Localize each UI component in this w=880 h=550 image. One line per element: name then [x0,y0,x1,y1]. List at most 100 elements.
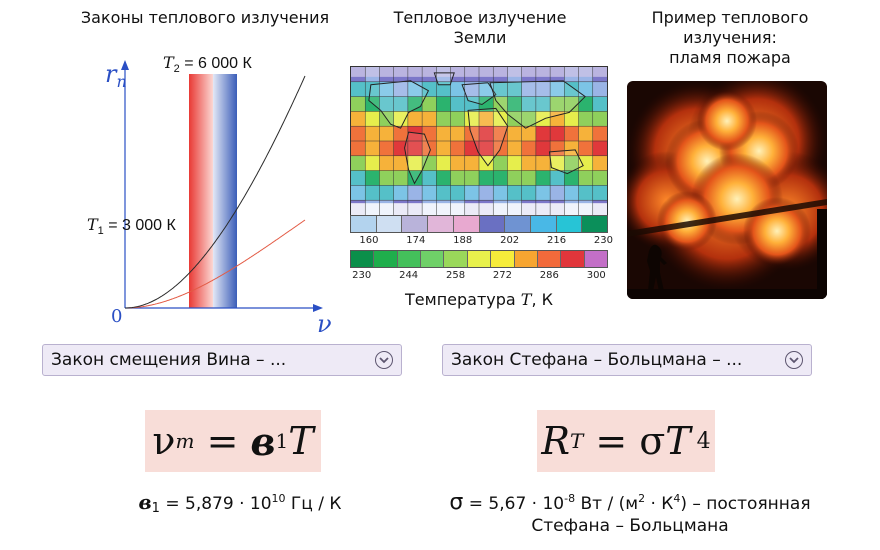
scale-tick-label [566,235,589,246]
stefan-boltzmann-dropdown-label: Закон Стефана – Больцмана – ... [451,350,743,370]
scale-tick-label [467,270,490,281]
map-cell [521,185,537,201]
flame-blob [657,191,717,251]
map-cell [550,111,565,127]
scale-tick-label: 202 [500,235,520,246]
scale-cell [514,251,538,267]
scale-cell [505,216,531,232]
map-cell [450,170,466,186]
map-cell [521,111,537,127]
map-cell [407,126,423,142]
map-cell [479,96,494,112]
continent-outline [368,80,430,129]
scale-cell [491,251,515,267]
scale-tick-label: 174 [406,235,426,246]
map-cell [422,111,437,127]
curve-6000k [125,75,306,309]
map-cell [550,185,565,201]
map-cell [592,126,607,142]
map-cell [507,81,522,97]
temperature-caption: Температура T, К [405,290,553,309]
map-cell [422,96,437,112]
map-cell [436,96,451,112]
scale-tick-label: 272 [492,270,512,281]
map-cell [564,141,579,157]
map-cell [365,185,380,201]
map-cell [379,126,394,142]
map-cell [379,141,394,157]
map-cell [550,126,565,142]
map-cell [351,81,366,97]
map-cell [564,185,579,201]
scale-tick-label: 286 [539,270,559,281]
chevron-down-circle-icon[interactable] [785,351,803,369]
scale-cell [582,216,608,232]
map-cell [592,170,607,186]
map-cell [578,141,594,157]
peak-label-3000k: T1 = 3 000 К [87,215,177,237]
map-cell [535,155,551,171]
peak-label-6000k: T2 = 6 000 К [163,53,253,75]
map-cell [507,170,522,186]
map-cell [393,111,409,127]
map-cell [379,170,394,186]
map-cell [578,81,594,97]
map-cell [592,185,607,201]
map-cell [535,141,551,157]
map-cell [564,96,579,112]
map-cell [422,155,437,171]
map-cell [493,185,508,201]
map-cell [578,111,594,127]
scale-tick-label: 300 [586,270,606,281]
wien-law-dropdown[interactable]: Закон смещения Вина – ... [42,344,402,376]
map-cell [407,96,423,112]
map-cell [379,155,394,171]
map-cell [393,185,409,201]
map-cell [535,185,551,201]
map-cell [450,126,466,142]
scale-tick-label [514,270,537,281]
pole [817,209,827,299]
map-cell [493,96,508,112]
scale-tick-label [472,235,495,246]
map-cell [436,170,451,186]
map-cell [479,141,494,157]
map-cell [521,126,537,142]
fire-hose [627,199,827,237]
map-cell [450,155,466,171]
map-cell [578,170,594,186]
scale-cell [584,251,607,267]
map-cell [436,141,451,157]
stefan-boltzmann-dropdown[interactable]: Закон Стефана – Больцмана – ... [442,344,812,376]
map-cell [592,81,607,97]
map-cell [578,185,594,201]
stefan-boltzmann-constant: σ = 5,67 · 10-8 Вт / (м2 · К4) – постоян… [430,488,830,537]
chevron-down-circle-icon[interactable] [375,351,393,369]
map-cell [351,111,366,127]
map-cell [550,81,565,97]
scale-cell [530,216,557,232]
map-cell [351,141,366,157]
map-cell [550,96,565,112]
scale-cell [537,251,562,267]
map-cell [578,155,594,171]
map-cell [507,141,522,157]
map-cell [521,155,537,171]
scale-tick-label: 230 [593,235,613,246]
map-cell [564,111,579,127]
map-cell [535,81,551,97]
scale-cell [556,216,583,232]
wien-law-dropdown-label: Закон смещения Вина – ... [51,350,287,370]
scale-tick-label [373,270,396,281]
map-cell [507,185,522,201]
temperature-scale-bottom-labels: 230 244 258 272 286 300 [350,270,608,281]
wien-constant: в1 = 5,879 · 1010 Гц / К [138,490,342,516]
curve-3000k [125,219,306,309]
map-cell [407,185,423,201]
map-cell [507,155,522,171]
scale-cell [351,251,375,267]
scale-tick-label [425,235,448,246]
map-cell [521,170,537,186]
map-cell [464,126,480,142]
scale-tick-label: 244 [399,270,419,281]
